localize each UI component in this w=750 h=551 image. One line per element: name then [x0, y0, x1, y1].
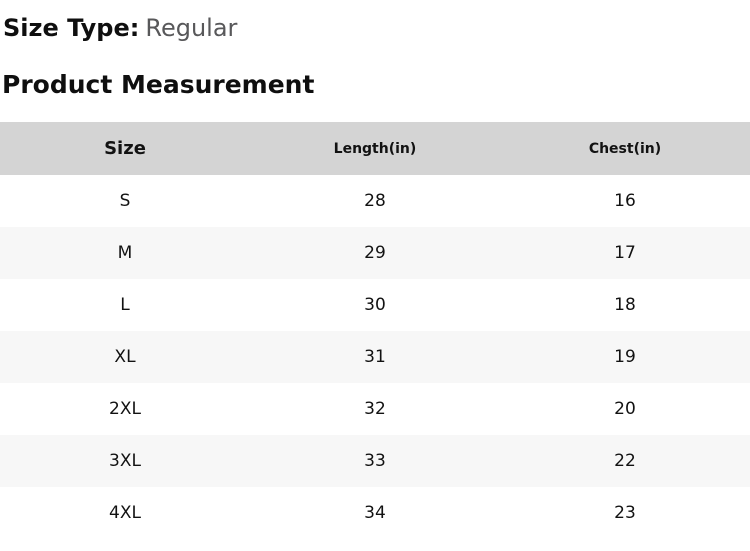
- chest-cell: 23: [614, 503, 636, 523]
- table-row: XL 31 19: [0, 331, 750, 383]
- table-row: L 30 18: [0, 279, 750, 331]
- column-header-size: Size: [104, 138, 146, 159]
- size-type-value: Regular: [145, 14, 238, 42]
- size-cell: S: [119, 191, 131, 211]
- size-cell: L: [120, 295, 130, 315]
- size-cell: 3XL: [109, 451, 141, 471]
- table-row: 2XL 32 20: [0, 383, 750, 435]
- table-row: 3XL 33 22: [0, 435, 750, 487]
- table-row: M 29 17: [0, 227, 750, 279]
- size-type-label: Size Type:: [3, 14, 140, 42]
- chest-cell: 16: [614, 191, 636, 211]
- length-cell: 33: [364, 451, 386, 471]
- measurement-table: Size Length(in) Chest(in) S 28 16 M 29 17 L 30 1…: [0, 122, 750, 539]
- length-cell: 34: [364, 503, 386, 523]
- page-title: Product Measurement: [2, 70, 315, 99]
- length-cell: 28: [364, 191, 386, 211]
- table-header: Size Length(in) Chest(in): [0, 122, 750, 175]
- chest-cell: 19: [614, 347, 636, 367]
- length-cell: 30: [364, 295, 386, 315]
- size-cell: XL: [114, 347, 136, 367]
- size-type-line: Size Type: Regular: [3, 13, 750, 43]
- length-cell: 29: [364, 243, 386, 263]
- table-row: S 28 16: [0, 175, 750, 227]
- chest-cell: 17: [614, 243, 636, 263]
- chest-cell: 18: [614, 295, 636, 315]
- table-body: S 28 16 M 29 17 L 30 18 XL 31 19 2XL 32 20 3XL 33 22 4XL 34…: [0, 175, 750, 539]
- chest-cell: 22: [614, 451, 636, 471]
- table-header-row: Size Length(in) Chest(in): [0, 122, 750, 175]
- length-cell: 31: [364, 347, 386, 367]
- table-row: 4XL 34 23: [0, 487, 750, 539]
- chest-cell: 20: [614, 399, 636, 419]
- column-header-chest: Chest(in): [588, 140, 662, 157]
- size-cell: 2XL: [109, 399, 141, 419]
- column-header-length: Length(in): [333, 140, 417, 157]
- size-cell: M: [117, 243, 133, 263]
- size-cell: 4XL: [109, 503, 141, 523]
- length-cell: 32: [364, 399, 386, 419]
